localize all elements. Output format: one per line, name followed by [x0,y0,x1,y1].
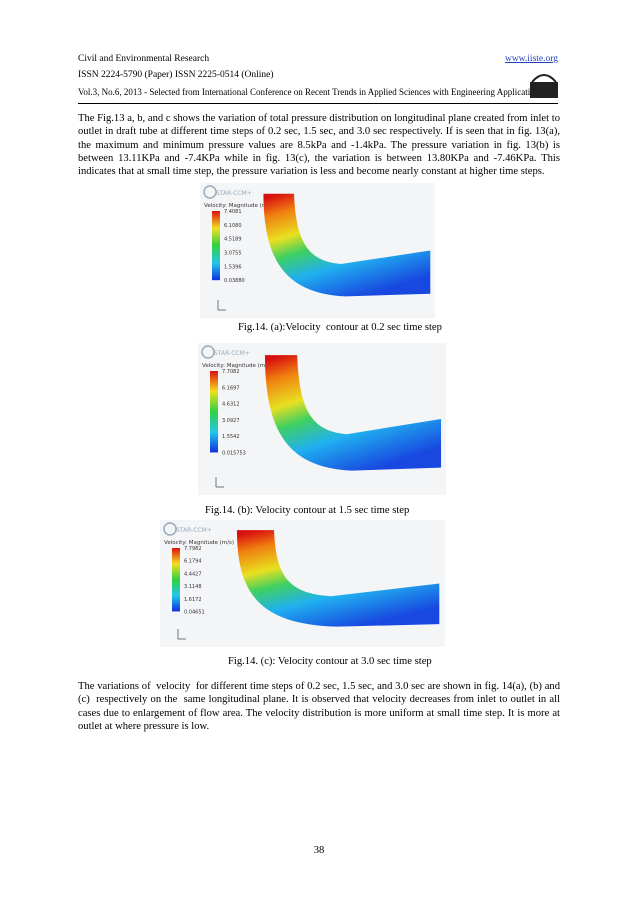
legend-value: 6.1697 [222,385,240,391]
legend-value: 0.015753 [222,450,246,456]
legend-bar [212,211,220,281]
image-background [160,520,445,647]
legend-value: 6.1080 [224,223,242,229]
legend-value: 1.5542 [222,434,240,440]
legend-value: 7.4081 [224,209,242,215]
legend-title: Velocity: Magnitude (m/s) [164,540,234,546]
figure-caption: Fig.14. (b): Velocity contour at 1.5 sec… [205,505,410,516]
paragraph: The variations of velocity for different… [78,681,563,732]
page-number: 38 [313,845,325,856]
legend-value: 3.1148 [184,584,202,590]
journal-url[interactable]: www.iiste.org [504,54,558,64]
legend-value: 0.04651 [184,609,205,615]
legend-value: 4.6312 [222,402,240,408]
legend-value: 3.0755 [224,251,242,257]
logo-mark [203,185,217,199]
logo-text: STAR-CCM+ [214,350,250,357]
figure-caption: Fig.14. (c): Velocity contour at 3.0 sec… [228,656,432,667]
journal-logo [530,74,558,98]
legend-value: 4.5189 [224,237,242,243]
legend-value: 4.4427 [184,571,202,577]
logo-mark [201,345,215,359]
legend-title: Velocity: Magnitude (m/s) [202,363,272,369]
legend-value: 1.5396 [224,264,242,270]
legend-bar [172,548,180,612]
legend-value: 3.0927 [222,418,240,424]
image-background [198,343,446,495]
legend-value: 0.03880 [224,278,245,284]
journal-name: Civil and Environmental Research [78,54,210,64]
logo-text: STAR-CCM+ [216,190,252,197]
issn: ISSN 2224-5790 (Paper) ISSN 2225-0514 (O… [78,70,274,80]
legend-value: 7.7982 [184,546,202,552]
draft-tube-contour [236,530,440,627]
legend-value: 1.6172 [184,597,202,603]
legend-bar [210,371,218,453]
draft-tube-contour [263,193,431,297]
legend-title: Velocity: Magnitude (m/s) [204,203,274,209]
figure-caption: Fig.14. (a):Velocity contour at 0.2 sec … [238,322,442,333]
paragraph: The Fig.13 a, b, and c shows the variati… [78,113,563,178]
velocity-contour-image: STAR-CCM+ Velocity: Magnitude (m/s)7.4081… [200,183,435,318]
legend-value: 7.7082 [222,369,240,375]
velocity-contour-image: STAR-CCM+ Velocity: Magnitude (m/s)7.7082… [198,343,446,495]
volume-info: Vol.3, No.6, 2013 - Selected from Intern… [78,87,543,97]
image-background [200,183,435,318]
legend-value: 6.1794 [184,559,202,565]
header-rule [78,103,558,104]
velocity-contour-image: STAR-CCM+ Velocity: Magnitude (m/s)7.7982… [160,520,445,647]
draft-tube-contour [264,355,442,471]
logo-mark [163,522,177,536]
logo-text: STAR-CCM+ [176,527,212,534]
